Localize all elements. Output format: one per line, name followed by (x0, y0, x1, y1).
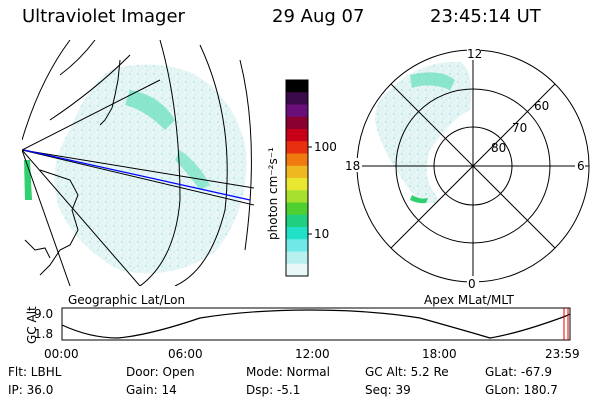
mlt-label-0: 0 (468, 277, 476, 291)
polar-map: 12 18 6 0 60 70 80 (344, 47, 590, 291)
status-ip: IP: 36.0 (8, 383, 53, 397)
colorbar-segment (286, 141, 308, 154)
header-title: Ultraviolet Imager (22, 6, 185, 27)
mlat-label-60: 60 (534, 99, 549, 113)
left-map-caption: Geographic Lat/Lon (68, 293, 185, 307)
colorbar-segment (286, 214, 308, 228)
status-panel: Flt: LBHL IP: 36.0 Door: Open Gain: 14 M… (8, 365, 558, 397)
status-door: Door: Open (126, 365, 195, 379)
colorbar-segment (286, 153, 308, 167)
colorbar-segment (286, 178, 308, 191)
aurora-image-right (375, 61, 472, 204)
geographic-map (22, 40, 254, 286)
header-time: 23:45:14 UT (430, 6, 541, 27)
status-dsp: Dsp: -5.1 (246, 383, 300, 397)
timeline-ytick-1-8: 1.8 (34, 327, 53, 341)
colorbar (286, 80, 308, 277)
right-map-caption: Apex MLat/MLT (424, 293, 514, 307)
colorbar-segment (286, 239, 308, 252)
colorbar-segment (286, 116, 308, 130)
colorbar-segment (286, 104, 308, 118)
timeline-ytick-9: 9.0 (34, 307, 53, 321)
mlt-label-18: 18 (345, 159, 360, 173)
altitude-timeline: GC Alt 9.0 1.8 00:00 06:00 12:00 18:00 2… (25, 306, 580, 361)
mlt-label-12: 12 (467, 47, 482, 61)
status-glat: GLat: -67.9 (485, 365, 552, 379)
timeline-xtick-0000: 00:00 (44, 347, 79, 361)
status-mode: Mode: Normal (246, 365, 330, 379)
mlt-label-6: 6 (577, 159, 585, 173)
timeline-xtick-0600: 06:00 (168, 347, 203, 361)
colorbar-segment (286, 190, 308, 203)
timeline-xtick-1200: 12:00 (295, 347, 330, 361)
status-glon: GLon: 180.7 (485, 383, 558, 397)
status-gain: Gain: 14 (126, 383, 177, 397)
colorbar-segment (286, 92, 308, 105)
colorbar-segment (286, 263, 308, 277)
colorbar-tick-10: 10 (314, 227, 329, 241)
status-seq: Seq: 39 (365, 383, 411, 397)
timeline-ylabel: GC Alt (25, 306, 39, 344)
aurora-image-left (54, 64, 247, 274)
colorbar-segment (286, 251, 308, 265)
colorbar-unit-label: photon cm⁻²s⁻¹ (266, 147, 280, 240)
mlat-label-70: 70 (512, 121, 527, 135)
timeline-xtick-1800: 18:00 (422, 347, 457, 361)
colorbar-segment (286, 129, 308, 142)
colorbar-segment (286, 165, 308, 179)
colorbar-tick-100: 100 (314, 140, 337, 154)
mlat-label-80: 80 (491, 141, 506, 155)
status-gc-alt: GC Alt: 5.2 Re (365, 365, 449, 379)
colorbar-segment (286, 227, 308, 240)
colorbar-segment (286, 80, 308, 93)
colorbar-segment (286, 202, 308, 216)
altitude-curve (61, 309, 571, 339)
timeline-xtick-2359: 23:59 (545, 347, 580, 361)
header-date: 29 Aug 07 (272, 6, 365, 27)
status-flt: Flt: LBHL (8, 365, 62, 379)
